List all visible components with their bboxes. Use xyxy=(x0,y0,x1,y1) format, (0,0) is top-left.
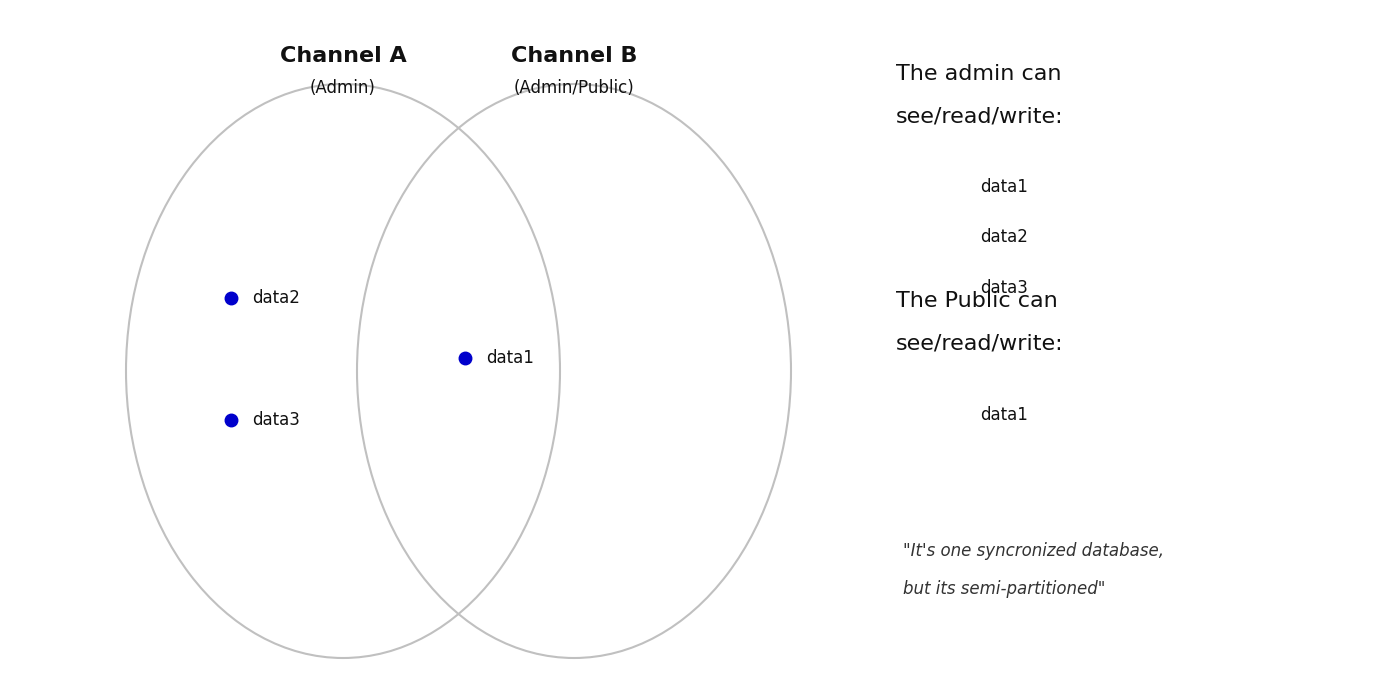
Text: data3: data3 xyxy=(980,279,1028,297)
Text: data1: data1 xyxy=(980,178,1028,196)
Text: data1: data1 xyxy=(980,405,1028,424)
Text: see/read/write:: see/read/write: xyxy=(896,333,1064,354)
Text: Channel B: Channel B xyxy=(511,46,637,66)
Text: data2: data2 xyxy=(252,288,300,307)
Text: Channel A: Channel A xyxy=(280,46,406,66)
Text: data1: data1 xyxy=(486,349,533,368)
Text: (Admin): (Admin) xyxy=(309,78,377,97)
Text: (Admin/Public): (Admin/Public) xyxy=(514,78,634,97)
Text: data2: data2 xyxy=(980,228,1028,246)
Text: The Public can: The Public can xyxy=(896,291,1058,312)
Text: data3: data3 xyxy=(252,411,300,429)
Text: but its semi-partitioned": but its semi-partitioned" xyxy=(903,580,1106,598)
Text: see/read/write:: see/read/write: xyxy=(896,106,1064,126)
Text: "It's one syncronized database,: "It's one syncronized database, xyxy=(903,542,1163,560)
Text: The admin can: The admin can xyxy=(896,64,1061,84)
